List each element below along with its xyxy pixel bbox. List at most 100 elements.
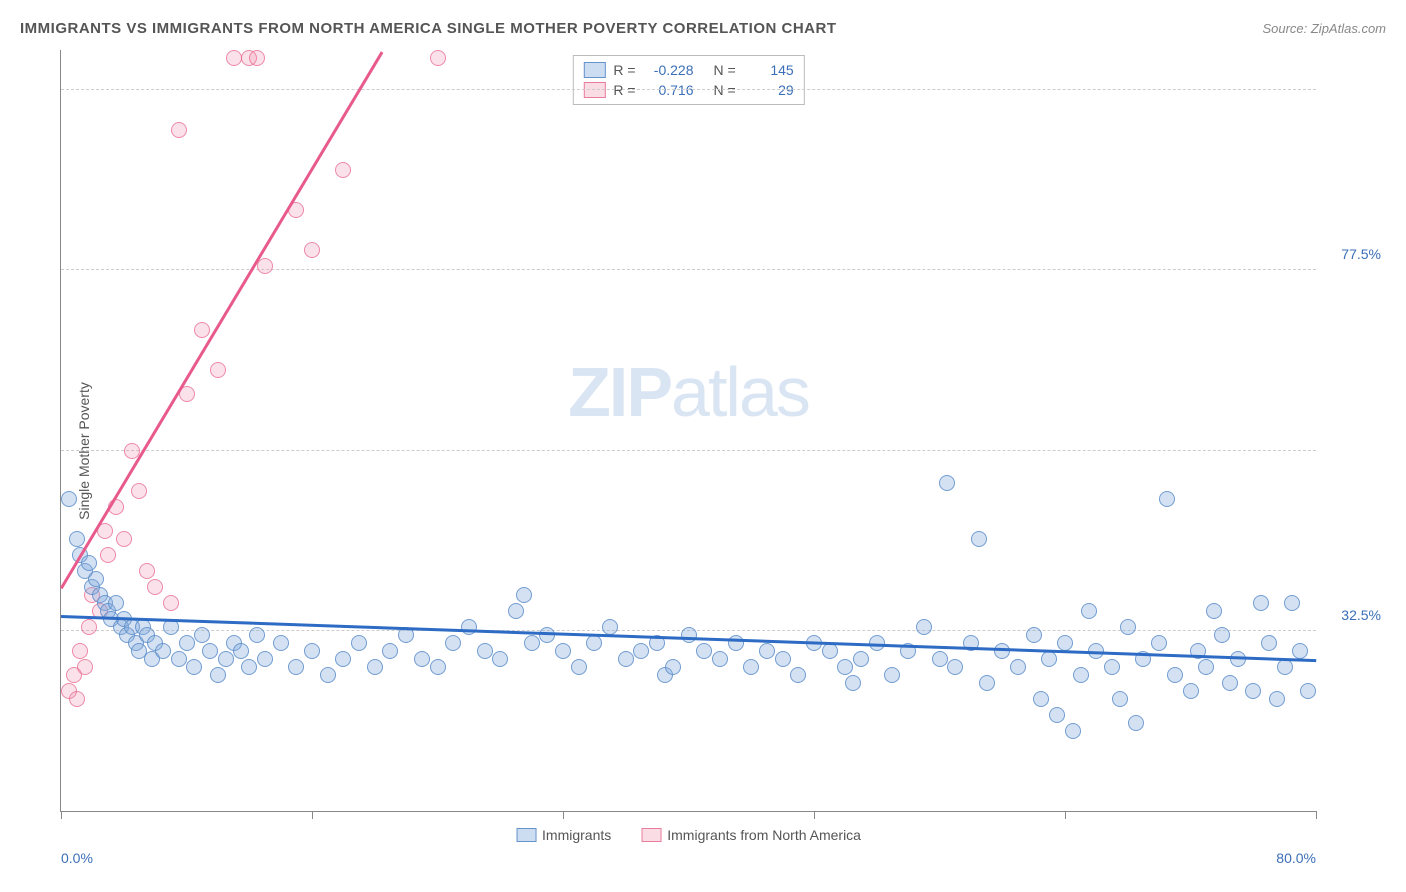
x-tick: [312, 811, 313, 819]
scatter-point: [1198, 659, 1214, 675]
gridline: [61, 89, 1316, 90]
legend-item: Immigrants: [516, 827, 611, 843]
scatter-point: [1128, 715, 1144, 731]
scatter-point: [367, 659, 383, 675]
scatter-point: [430, 50, 446, 66]
scatter-point: [155, 643, 171, 659]
scatter-point: [994, 643, 1010, 659]
scatter-point: [131, 483, 147, 499]
scatter-point: [1277, 659, 1293, 675]
scatter-point: [1073, 667, 1089, 683]
scatter-point: [932, 651, 948, 667]
scatter-point: [139, 563, 155, 579]
scatter-point: [1245, 683, 1261, 699]
x-tick-label: 0.0%: [61, 850, 93, 866]
chart-source: Source: ZipAtlas.com: [1262, 21, 1386, 36]
scatter-point: [759, 643, 775, 659]
scatter-point: [320, 667, 336, 683]
scatter-point: [241, 659, 257, 675]
scatter-point: [108, 595, 124, 611]
watermark: ZIPatlas: [568, 352, 809, 432]
scatter-point: [633, 643, 649, 659]
scatter-point: [1081, 603, 1097, 619]
scatter-point: [1033, 691, 1049, 707]
scatter-point: [233, 643, 249, 659]
chart-header: IMMIGRANTS VS IMMIGRANTS FROM NORTH AMER…: [20, 20, 1386, 37]
scatter-point: [1065, 723, 1081, 739]
x-tick: [814, 811, 815, 819]
y-tick-label: 32.5%: [1341, 607, 1381, 623]
scatter-point: [171, 651, 187, 667]
chart-title: IMMIGRANTS VS IMMIGRANTS FROM NORTH AMER…: [20, 20, 837, 37]
scatter-point: [1261, 635, 1277, 651]
scatter-point: [194, 322, 210, 338]
scatter-point: [743, 659, 759, 675]
scatter-point: [210, 362, 226, 378]
scatter-point: [1222, 675, 1238, 691]
legend-n-label: N =: [714, 62, 736, 78]
scatter-point: [1010, 659, 1026, 675]
scatter-point: [775, 651, 791, 667]
scatter-point: [335, 651, 351, 667]
scatter-point: [524, 635, 540, 651]
scatter-point: [273, 635, 289, 651]
scatter-point: [179, 635, 195, 651]
plot-area: ZIPatlas R =-0.228N =145R =0.716N =29 Im…: [60, 50, 1316, 812]
legend-correlation: R =-0.228N =145R =0.716N =29: [572, 55, 804, 105]
scatter-point: [210, 667, 226, 683]
scatter-point: [88, 571, 104, 587]
scatter-point: [939, 475, 955, 491]
scatter-point: [257, 651, 273, 667]
scatter-point: [171, 122, 187, 138]
watermark-bold: ZIP: [568, 353, 671, 431]
scatter-point: [884, 667, 900, 683]
scatter-point: [77, 659, 93, 675]
scatter-point: [1049, 707, 1065, 723]
scatter-point: [845, 675, 861, 691]
scatter-point: [461, 619, 477, 635]
x-tick: [1316, 811, 1317, 819]
legend-label: Immigrants: [542, 827, 611, 843]
scatter-point: [586, 635, 602, 651]
scatter-point: [382, 643, 398, 659]
scatter-point: [681, 627, 697, 643]
scatter-point: [1214, 627, 1230, 643]
scatter-point: [1120, 619, 1136, 635]
scatter-point: [837, 659, 853, 675]
scatter-point: [1300, 683, 1316, 699]
legend-item: Immigrants from North America: [641, 827, 861, 843]
scatter-point: [665, 659, 681, 675]
scatter-point: [508, 603, 524, 619]
scatter-point: [728, 635, 744, 651]
scatter-point: [1159, 491, 1175, 507]
scatter-point: [81, 555, 97, 571]
scatter-point: [226, 50, 242, 66]
scatter-point: [516, 587, 532, 603]
scatter-point: [288, 659, 304, 675]
scatter-point: [916, 619, 932, 635]
scatter-point: [712, 651, 728, 667]
scatter-point: [69, 531, 85, 547]
scatter-point: [1206, 603, 1222, 619]
legend-row: R =-0.228N =145: [583, 60, 793, 80]
scatter-point: [218, 651, 234, 667]
scatter-point: [602, 619, 618, 635]
scatter-point: [351, 635, 367, 651]
scatter-point: [492, 651, 508, 667]
legend-swatch: [641, 828, 661, 842]
legend-r-value: -0.228: [644, 62, 694, 78]
scatter-point: [116, 531, 132, 547]
chart-wrapper: Single Mother Poverty ZIPatlas R =-0.228…: [50, 50, 1386, 852]
scatter-point: [477, 643, 493, 659]
y-tick-label: 77.5%: [1341, 246, 1381, 262]
scatter-point: [555, 643, 571, 659]
scatter-point: [1026, 627, 1042, 643]
scatter-point: [335, 162, 351, 178]
scatter-point: [1151, 635, 1167, 651]
x-tick: [1065, 811, 1066, 819]
scatter-point: [1112, 691, 1128, 707]
legend-swatch: [583, 62, 605, 78]
legend-series: Immigrants Immigrants from North America: [516, 827, 861, 843]
scatter-point: [979, 675, 995, 691]
scatter-point: [1057, 635, 1073, 651]
